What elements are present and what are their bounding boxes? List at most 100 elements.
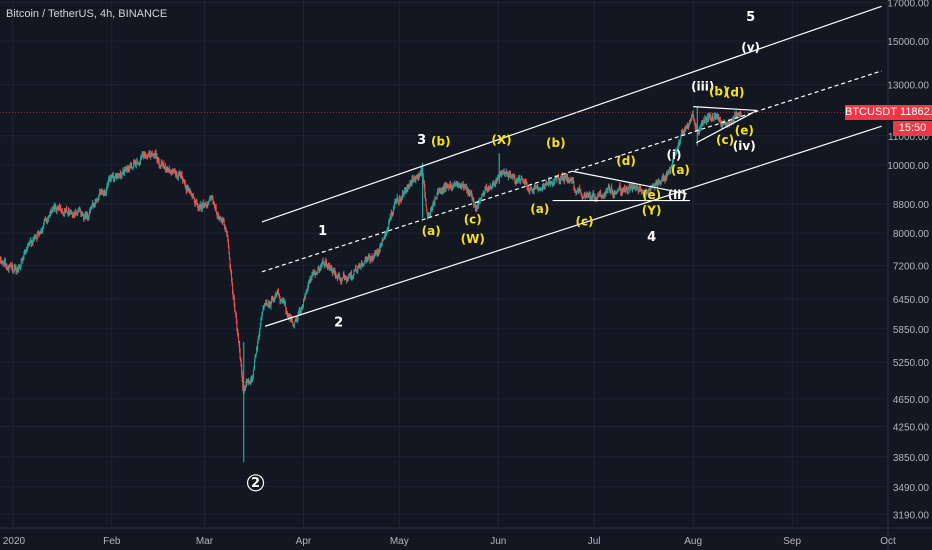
candle-body [245,387,246,391]
candle-body [54,205,56,208]
candle-body [660,180,662,184]
candle-body [235,313,237,317]
candle-body [350,273,352,277]
candle-body [530,187,532,190]
candle-body [599,193,600,195]
candle-body [279,297,281,301]
candle-body [247,379,248,381]
candle-body [319,269,321,271]
candle-body [511,176,513,178]
candle-body [415,177,417,180]
candle-body [634,185,635,187]
candle-body [288,316,290,318]
candle-body [45,219,47,221]
candle-body [424,187,426,196]
candle-body [419,174,421,176]
candle-body [43,223,45,227]
candle-body [464,185,466,188]
candle-body [265,302,267,304]
candle-body [340,280,342,282]
candle-body [49,214,51,216]
candle-body [31,243,33,245]
candle-body [692,113,694,117]
candle-body [39,233,41,235]
candle-body [107,185,108,187]
candle-body [136,160,138,164]
candle-body [382,240,384,242]
candle-body [535,187,536,189]
candle-body [549,181,551,185]
candle-body [263,305,265,309]
candle-body [74,215,76,217]
candle-body [360,263,362,267]
candle-body [655,183,657,186]
candle-body [254,357,256,362]
candle-body [138,163,139,165]
candle-body [234,311,236,314]
candle-body [659,182,661,184]
candle-body [652,183,654,185]
candle-body [152,153,154,155]
candle-body [128,168,130,170]
candle-body [576,190,578,192]
candle-body [31,240,32,244]
candle-body [342,275,344,278]
candle-body [321,263,323,265]
candle-body [547,181,549,184]
candle-body [10,265,12,267]
candle-body [571,179,573,182]
candle-body [413,179,415,181]
candle-body [9,266,10,268]
y-tick-label: 17000.00 [887,0,929,10]
candle-body [585,196,587,198]
candle-body [117,174,119,177]
candle-body [534,186,535,189]
candle-body [122,172,123,174]
candle-body [107,182,109,186]
candle-body [273,299,275,301]
candle-body [62,212,64,214]
candle-body [26,250,28,252]
candle-body [132,167,133,169]
candle-body [584,195,586,197]
candle-body [378,251,379,253]
candle-body [173,169,174,172]
candle-body [504,173,506,175]
candle-body [682,132,684,135]
x-tick-label: May [390,536,409,547]
candle-body [82,214,84,216]
candle-body [381,239,383,245]
candle-body [134,161,136,164]
candle-body [443,186,444,192]
candle-body [1,262,2,264]
candle-body [197,204,199,209]
candle-body [212,199,214,203]
candle-body [270,302,272,307]
candle-body [129,164,131,169]
candle-body [591,196,592,198]
candle-body [528,190,530,192]
candle-body [398,199,400,203]
candle-body [390,212,392,217]
candle-body [413,177,415,181]
candle-body [596,198,598,200]
candle-body [57,206,59,208]
candle-body [85,213,87,217]
candle-body [256,350,258,355]
candle-body [329,265,331,269]
candle-body [619,185,621,190]
candle-body [236,321,238,330]
candle-body [708,115,710,117]
candle-body [92,202,94,205]
candle-body [644,194,646,196]
candle-body [186,187,188,191]
candle-body [346,279,348,281]
candle-body [14,267,16,269]
candle-body [719,119,721,124]
candle-body [99,192,101,194]
candle-body [67,212,69,214]
candle-body [231,279,233,286]
candle-body [265,301,267,303]
candle-body [354,269,356,271]
candle-body [260,320,262,325]
